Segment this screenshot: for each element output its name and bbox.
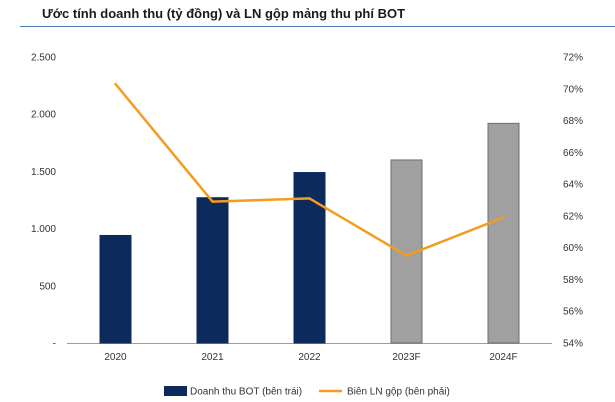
- legend-margin-label: Biên LN gộp (bên phải): [347, 387, 450, 398]
- gross-margin-point-2022: [308, 197, 311, 200]
- revenue-bar-2024F: [487, 122, 520, 344]
- x-axis-tick-label: 2021: [201, 352, 224, 363]
- revenue-bar-2020: [99, 234, 132, 344]
- left-axis-tick-label: 1.000: [31, 224, 56, 235]
- right-axis-tick-label: 58%: [563, 275, 583, 286]
- right-axis-tick-label: 54%: [563, 339, 583, 350]
- legend-revenue-label: Doanh thu BOT (bên trái): [190, 387, 302, 398]
- x-axis-tick-label: 2022: [298, 352, 321, 363]
- right-axis-tick-label: 72%: [563, 53, 583, 64]
- chart-title: Ước tính doanh thu (tỷ đồng) và LN gộp m…: [42, 6, 406, 21]
- right-axis-tick-label: 70%: [563, 84, 583, 95]
- x-axis-tick-label: 2024F: [489, 352, 517, 363]
- x-axis-tick-label: 2023F: [392, 352, 420, 363]
- legend-revenue-swatch: [164, 386, 187, 396]
- right-axis-tick-label: 56%: [563, 307, 583, 318]
- right-axis-tick-label: 62%: [563, 211, 583, 222]
- gross-margin-point-2023F: [405, 254, 408, 257]
- left-axis-tick-label: 500: [39, 281, 56, 292]
- gross-margin-point-2021: [211, 200, 214, 203]
- revenue-bar-2021: [196, 197, 229, 344]
- x-axis-tick-label: 2020: [104, 352, 127, 363]
- right-axis-tick-label: 68%: [563, 116, 583, 127]
- right-axis-tick-label: 66%: [563, 148, 583, 159]
- left-axis-tick-label: -: [53, 339, 56, 350]
- left-axis-tick-label: 1.500: [31, 167, 56, 178]
- left-axis-tick-label: 2.000: [31, 110, 56, 121]
- gross-margin-point-2020: [114, 82, 117, 86]
- title-divider: [20, 26, 615, 27]
- right-axis-tick-label: 64%: [563, 180, 583, 191]
- revenue-bar-2022: [293, 172, 326, 344]
- right-axis-tick-label: 60%: [563, 243, 583, 254]
- left-axis-tick-label: 2.500: [31, 53, 56, 64]
- gross-margin-point-2024F: [502, 216, 505, 219]
